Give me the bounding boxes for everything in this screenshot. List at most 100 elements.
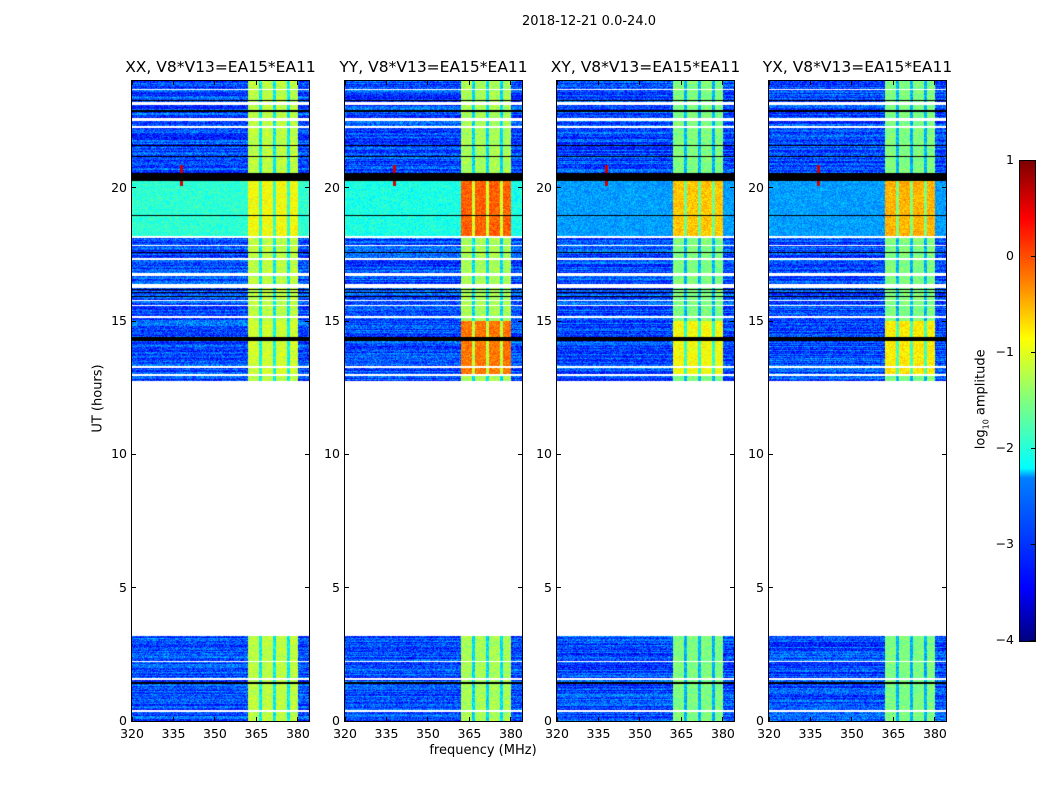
x-tick-mark — [892, 717, 894, 721]
y-tick-mark — [942, 453, 946, 455]
y-tick-mark — [345, 453, 349, 455]
x-tick-mark — [297, 81, 299, 85]
colorbar-tick-label: −3 — [995, 536, 1014, 551]
y-tick-mark — [305, 720, 309, 722]
y-tick-label: 0 — [756, 713, 764, 728]
y-tick-mark — [769, 320, 773, 322]
y-tick-mark — [132, 720, 136, 722]
y-tick-mark — [557, 320, 561, 322]
x-tick-label: 320 — [333, 726, 357, 741]
colorbar-tick-mark — [1031, 256, 1035, 257]
x-tick-mark — [255, 81, 257, 85]
x-tick-mark — [385, 81, 387, 85]
x-tick-mark — [639, 81, 641, 85]
colorbar-tick-label: 1 — [1006, 152, 1014, 167]
y-tick-label: 0 — [332, 713, 340, 728]
x-tick-mark — [597, 81, 599, 85]
panel-title: XX, V8*V13=EA15*EA11 — [125, 58, 316, 76]
x-tick-mark — [131, 717, 133, 721]
y-tick-label: 0 — [119, 713, 127, 728]
x-tick-mark — [680, 81, 682, 85]
x-tick-label: 365 — [881, 726, 906, 741]
x-tick-mark — [597, 717, 599, 721]
y-tick-mark — [518, 320, 522, 322]
x-tick-label: 320 — [545, 726, 569, 741]
y-tick-mark — [557, 720, 561, 722]
y-tick-label: 10 — [324, 446, 340, 462]
x-tick-label: 350 — [628, 726, 652, 741]
y-tick-mark — [769, 453, 773, 455]
x-tick-label: 350 — [203, 726, 227, 741]
y-tick-mark — [769, 187, 773, 189]
x-tick-label: 365 — [244, 726, 269, 741]
colorbar-label: log10 amplitude — [973, 349, 991, 450]
x-tick-mark — [556, 81, 558, 85]
x-tick-label: 350 — [416, 726, 440, 741]
x-tick-mark — [344, 717, 346, 721]
y-tick-mark — [345, 587, 349, 589]
y-tick-mark — [518, 587, 522, 589]
colorbar-tick-mark — [1031, 544, 1035, 545]
y-tick-label: 5 — [756, 579, 764, 595]
heatmap-image — [769, 81, 946, 721]
heatmap-image — [132, 81, 309, 721]
panel-title: YY, V8*V13=EA15*EA11 — [339, 58, 528, 76]
y-tick-label: 0 — [544, 713, 552, 728]
colorbar-tick-mark — [1031, 160, 1035, 161]
panel-title: YX, V8*V13=EA15*EA11 — [762, 58, 953, 76]
y-tick-mark — [305, 587, 309, 589]
x-tick-label: 365 — [669, 726, 694, 741]
x-tick-mark — [892, 81, 894, 85]
heatmap-panel-2: YY, V8*V13=EA15*EA11 320 335 350 365 380 0 5 10 1… — [324, 58, 528, 741]
y-tick-mark — [730, 320, 734, 322]
y-tick-mark — [132, 187, 136, 189]
y-tick-label: 10 — [111, 446, 127, 462]
x-tick-mark — [385, 717, 387, 721]
x-tick-mark — [851, 717, 853, 721]
x-tick-mark — [934, 717, 936, 721]
x-tick-label: 350 — [840, 726, 864, 741]
colorbar-tick-mark — [1031, 448, 1035, 449]
y-tick-label: 20 — [536, 179, 552, 195]
y-tick-mark — [730, 453, 734, 455]
x-axis-label: frequency (MHz) — [429, 743, 537, 758]
y-tick-mark — [305, 320, 309, 322]
colorbar-tick-label: −4 — [995, 632, 1014, 647]
y-tick-mark — [345, 320, 349, 322]
x-tick-mark — [427, 717, 429, 721]
y-tick-label: 15 — [324, 313, 340, 328]
heatmap-image — [345, 81, 522, 721]
y-tick-label: 10 — [748, 446, 764, 462]
x-tick-mark — [131, 81, 133, 85]
y-tick-mark — [345, 187, 349, 189]
x-tick-mark — [297, 717, 299, 721]
y-tick-mark — [132, 587, 136, 589]
y-tick-label: 5 — [119, 579, 127, 595]
y-tick-mark — [345, 720, 349, 722]
y-tick-label: 5 — [544, 579, 552, 595]
x-tick-mark — [768, 81, 770, 85]
x-tick-mark — [809, 81, 811, 85]
x-tick-mark — [768, 717, 770, 721]
colorbar — [1019, 160, 1036, 642]
panel-title: XY, V8*V13=EA15*EA11 — [550, 58, 741, 76]
x-tick-label: 335 — [161, 726, 186, 741]
y-tick-mark — [518, 453, 522, 455]
y-tick-mark — [769, 720, 773, 722]
x-tick-mark — [510, 81, 512, 85]
x-tick-mark — [639, 717, 641, 721]
x-tick-mark — [344, 81, 346, 85]
x-tick-mark — [722, 81, 724, 85]
x-tick-mark — [809, 717, 811, 721]
heatmap-image — [557, 81, 734, 721]
y-tick-mark — [305, 453, 309, 455]
y-tick-label: 5 — [332, 579, 340, 595]
colorbar-tick-mark — [1031, 640, 1035, 641]
y-tick-label: 15 — [748, 313, 764, 328]
y-tick-label: 10 — [536, 446, 552, 462]
x-tick-label: 320 — [120, 726, 144, 741]
y-tick-mark — [942, 187, 946, 189]
heatmap-panel-1: XX, V8*V13=EA15*EA11 320 335 350 365 380 0 5 10 1… — [111, 58, 316, 741]
x-tick-mark — [851, 81, 853, 85]
